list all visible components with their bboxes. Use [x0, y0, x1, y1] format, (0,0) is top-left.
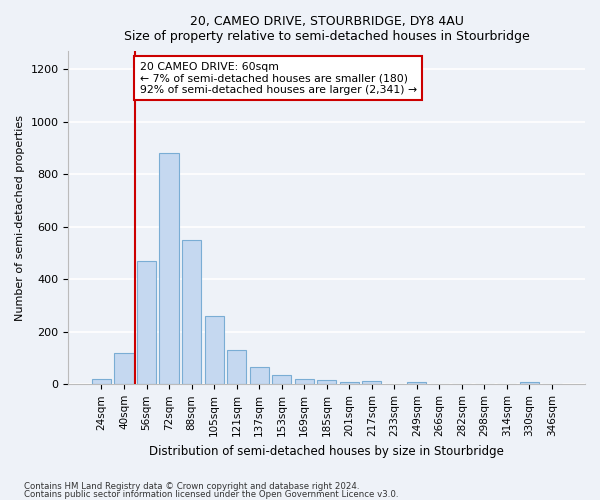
Bar: [92, 379, 111, 384]
Bar: [250, 368, 269, 384]
Bar: [340, 382, 359, 384]
Bar: [182, 240, 201, 384]
Text: Contains HM Land Registry data © Crown copyright and database right 2024.: Contains HM Land Registry data © Crown c…: [24, 482, 359, 491]
Bar: [362, 381, 382, 384]
Title: 20, CAMEO DRIVE, STOURBRIDGE, DY8 4AU
Size of property relative to semi-detached: 20, CAMEO DRIVE, STOURBRIDGE, DY8 4AU Si…: [124, 15, 530, 43]
Bar: [295, 378, 314, 384]
Bar: [227, 350, 246, 384]
Bar: [520, 382, 539, 384]
Bar: [160, 154, 179, 384]
Bar: [317, 380, 336, 384]
Bar: [407, 382, 427, 384]
Y-axis label: Number of semi-detached properties: Number of semi-detached properties: [15, 114, 25, 320]
X-axis label: Distribution of semi-detached houses by size in Stourbridge: Distribution of semi-detached houses by …: [149, 444, 504, 458]
Text: 20 CAMEO DRIVE: 60sqm
← 7% of semi-detached houses are smaller (180)
92% of semi: 20 CAMEO DRIVE: 60sqm ← 7% of semi-detac…: [140, 62, 417, 95]
Bar: [205, 316, 224, 384]
Bar: [137, 261, 156, 384]
Bar: [115, 353, 134, 384]
Text: Contains public sector information licensed under the Open Government Licence v3: Contains public sector information licen…: [24, 490, 398, 499]
Bar: [272, 375, 291, 384]
